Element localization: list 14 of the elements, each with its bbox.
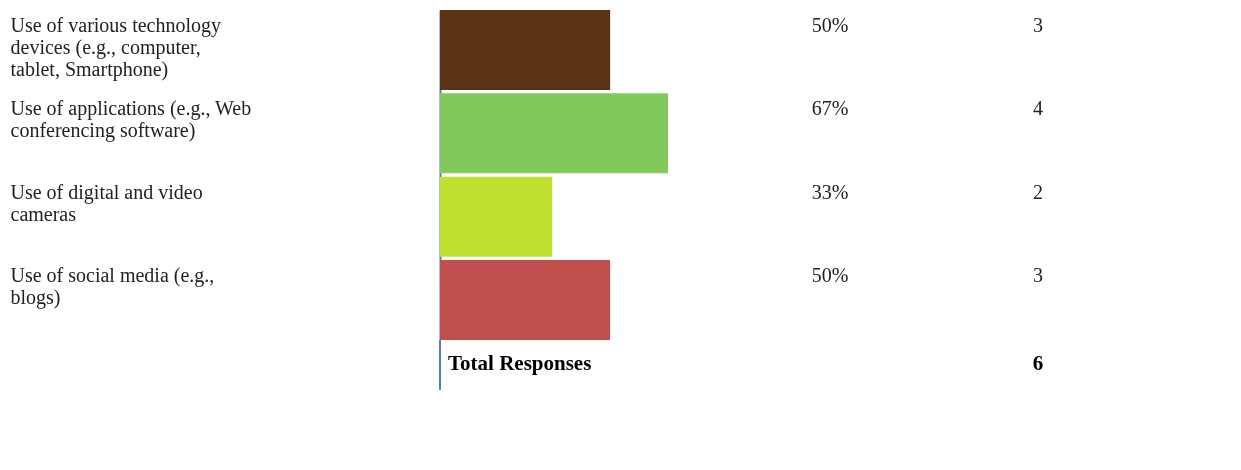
y-tick-label: Use of social media (e.g., blogs): [10, 264, 215, 309]
text: 4: [1033, 97, 1043, 120]
text: 2: [1033, 180, 1043, 203]
y-tick-label: Use of applications (e.g., Web conferencing software): [10, 97, 252, 143]
text: 3: [1033, 14, 1043, 36]
y-tick-label: Use of various technology devices (e.g., computer, tablet, Smartphone): [10, 14, 222, 81]
data-label: 67%: [811, 97, 849, 120]
text: 3: [1033, 264, 1043, 286]
data-label: 50%: [811, 264, 849, 286]
data-label: 50%: [811, 14, 849, 36]
y-tick-label: Use of digital and video cameras: [10, 180, 203, 225]
text: 6: [1032, 351, 1044, 375]
text: Total Responses: [448, 351, 592, 375]
data-label: 33%: [811, 180, 849, 203]
